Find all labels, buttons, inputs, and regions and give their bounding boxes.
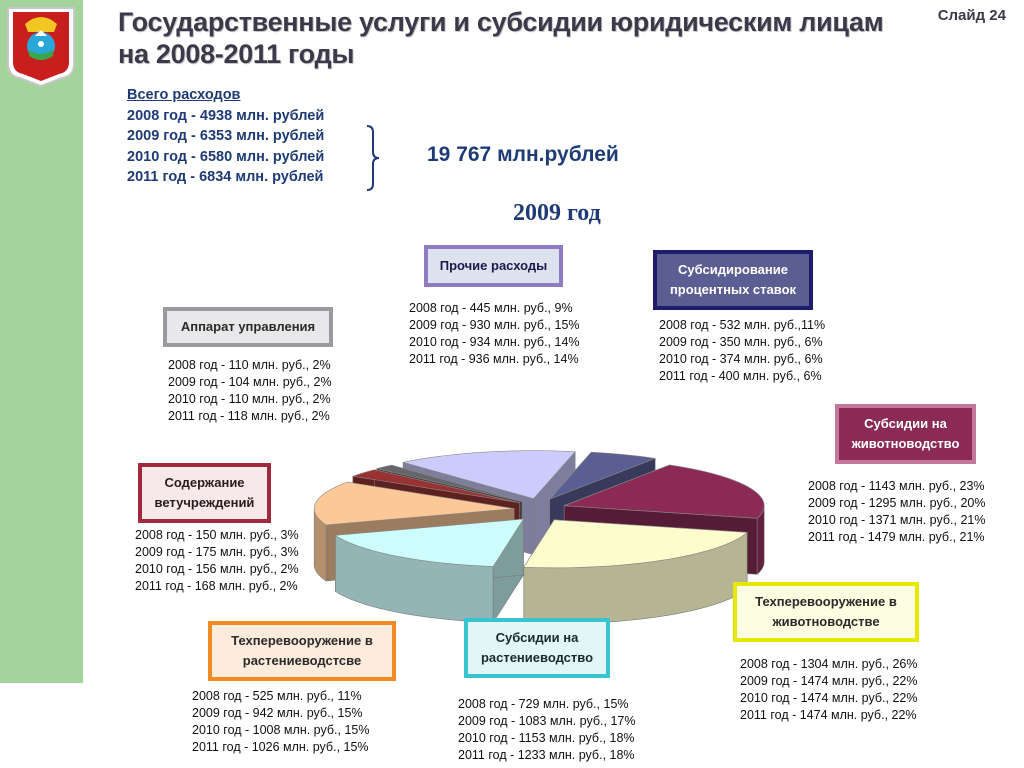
data-line: 2009 год - 1295 млн. руб., 20%: [808, 496, 986, 510]
data-line: 2010 год - 1008 млн. руб., 15%: [192, 723, 370, 737]
data-line: 2010 год - 374 млн. руб., 6%: [659, 352, 823, 366]
data-line: 2009 год - 1083 млн. руб., 17%: [458, 714, 636, 728]
data-line: 2009 год - 350 млн. руб., 6%: [659, 335, 823, 349]
label-subsidii-zhivotnovodstvo: Субсидии на животноводство: [835, 404, 976, 464]
curly-brace-icon: [366, 125, 380, 191]
data-line: 2011 год - 1479 млн. руб., 21%: [808, 530, 985, 544]
totals-line-2010: 2010 год - 6580 млн. рублей: [127, 148, 325, 165]
total-sum: 19 767 млн.рублей: [427, 143, 619, 166]
label-prochie-raskhody: Прочие расходы: [424, 245, 563, 287]
label-teh-zhivotnovodstvo: Техперевооружение в животноводстве: [733, 582, 919, 642]
pie-slice-top: [334, 518, 525, 567]
pie-slice: [523, 518, 748, 625]
data-line: 2010 год - 934 млн. руб., 14%: [409, 335, 580, 349]
label-teh-rastenievodstvo: Техперевооружение в растениеводстсве: [208, 621, 396, 681]
totals-line-2011: 2011 год - 6834 млн. рублей: [127, 169, 324, 185]
data-line: 2008 год - 1143 млн. руб., 23%: [808, 479, 985, 493]
data-line: 2010 год - 1153 млн. руб., 18%: [458, 731, 635, 745]
data-line: 2011 год - 1474 млн. руб., 22%: [740, 708, 917, 722]
data-subsidirovanie-stavok: 2008 год - 532 млн. руб.,11% 2009 год - …: [659, 317, 825, 385]
label-soderzhanie-vetuchrezhdeniy: Содержание ветучреждений: [138, 463, 271, 523]
data-teh-zhivotnovodstvo: 2008 год - 1304 млн. руб., 26% 2009 год …: [740, 656, 917, 724]
data-teh-rastenievodstvo: 2008 год - 525 млн. руб., 11% 2009 год -…: [192, 688, 369, 756]
pie-slice-top: [376, 464, 523, 502]
data-subsidii-zhivotnovodstvo: 2008 год - 1143 млн. руб., 23% 2009 год …: [808, 478, 985, 546]
data-subsidii-rastenievodstvo: 2008 год - 729 млн. руб., 15% 2009 год -…: [458, 696, 635, 764]
totals-line-2009: 2009 год - 6353 млн. рублей: [127, 128, 325, 144]
data-line: 2008 год - 150 млн. руб., 3%: [135, 528, 299, 542]
data-soderzhanie-vetuchrezhdeniy: 2008 год - 150 млн. руб., 3% 2009 год - …: [135, 527, 299, 595]
label-subsidii-rastenievodstvo: Субсидии на растениеводство: [464, 618, 610, 678]
data-line: 2008 год - 1304 млн. руб., 26%: [740, 657, 918, 671]
pie-slice-top: [564, 464, 765, 519]
data-line: 2010 год - 1474 млн. руб., 22%: [740, 691, 918, 705]
label-apparat-upravleniya: Аппарат управления: [163, 307, 333, 347]
pie-slice-top: [549, 451, 657, 500]
data-line: 2009 год - 942 млн. руб., 15%: [192, 706, 363, 720]
data-apparat-upravleniya: 2008 год - 110 млн. руб., 2% 2009 год - …: [168, 357, 332, 425]
data-line: 2008 год - 729 млн. руб., 15%: [458, 697, 629, 711]
totals-block: Всего расходов 2008 год - 4938 млн. рубл…: [127, 85, 324, 188]
data-line: 2011 год - 118 млн. руб., 2%: [168, 409, 330, 423]
pie-slice-top: [403, 450, 576, 500]
data-line: 2008 год - 525 млн. руб., 11%: [192, 689, 362, 703]
data-line: 2010 год - 1371 млн. руб., 21%: [808, 513, 986, 527]
pie-slice: [334, 518, 525, 624]
data-line: 2008 год - 110 млн. руб., 2%: [168, 358, 331, 372]
data-line: 2009 год - 930 млн. руб., 15%: [409, 318, 580, 332]
coat-of-arms-icon: [7, 7, 75, 88]
slide-title: Государственные услуги и субсидии юридич…: [118, 7, 884, 69]
data-line: 2008 год - 445 млн. руб., 9%: [409, 301, 573, 315]
data-line: 2009 год - 175 млн. руб., 3%: [135, 545, 299, 559]
data-line: 2011 год - 1233 млн. руб., 18%: [458, 748, 635, 762]
data-line: 2011 год - 400 млн. руб., 6%: [659, 369, 822, 383]
header-band: [83, 0, 1024, 68]
data-prochie-raskhody: 2008 год - 445 млн. руб., 9% 2009 год - …: [409, 300, 580, 368]
data-line: 2011 год - 936 млн. руб., 14%: [409, 352, 579, 366]
chart-title: 2009 год: [513, 200, 601, 226]
data-line: 2011 год - 168 млн. руб., 2%: [135, 579, 298, 593]
data-line: 2009 год - 104 млн. руб., 2%: [168, 375, 332, 389]
slide-number: Слайд 24: [937, 7, 1006, 24]
pie-slice-top: [313, 481, 515, 526]
data-line: 2010 год - 156 млн. руб., 2%: [135, 562, 299, 576]
label-subsidirovanie-stavok: Субсидирование процентных ставок: [653, 250, 813, 310]
sidebar-green-band: [0, 0, 83, 683]
data-line: 2010 год - 110 млн. руб., 2%: [168, 392, 331, 406]
data-line: 2009 год - 1474 млн. руб., 22%: [740, 674, 918, 688]
data-line: 2011 год - 1026 млн. руб., 15%: [192, 740, 369, 754]
pie-slice-top: [352, 469, 520, 504]
totals-header: Всего расходов: [127, 87, 241, 103]
pie-slice-top: [523, 519, 748, 569]
data-line: 2008 год - 532 млн. руб.,11%: [659, 318, 826, 332]
totals-line-2008: 2008 год - 4938 млн. рублей: [127, 107, 325, 124]
